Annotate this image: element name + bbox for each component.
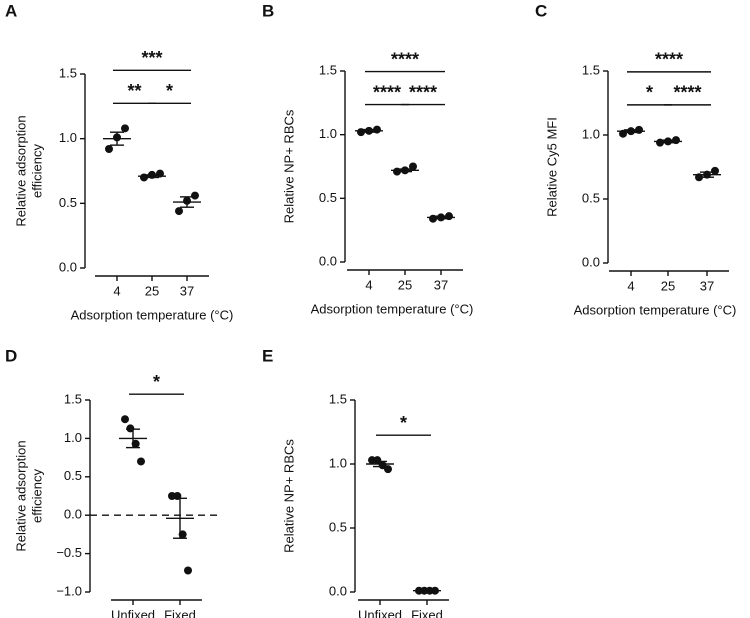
significance-label: ** <box>127 81 141 101</box>
data-point <box>121 415 129 424</box>
y-axis-label: Relative adsorption <box>13 115 28 226</box>
y-tick-label: 0.0 <box>64 507 82 522</box>
data-point <box>137 457 145 466</box>
x-tick-label: Fixed <box>164 607 196 618</box>
significance-label: **** <box>373 82 401 102</box>
x-axis-label: Adsorption temperature (°C) <box>574 302 737 317</box>
significance-label: **** <box>409 82 437 102</box>
panel-letter: A <box>5 1 17 20</box>
x-axis-label: Adsorption temperature (°C) <box>311 301 474 316</box>
x-tick-label: 37 <box>700 278 714 293</box>
y-axis-label: Relative NP+ RBCs <box>281 109 296 223</box>
data-point <box>711 166 719 175</box>
x-axis-label: Adsorption temperature (°C) <box>71 307 234 322</box>
data-point <box>184 566 192 575</box>
y-tick-label: 1.0 <box>319 126 337 141</box>
y-tick-label: 1.5 <box>59 65 77 80</box>
data-point <box>121 124 129 133</box>
data-point <box>105 145 113 154</box>
y-tick-label: 0.5 <box>319 190 337 205</box>
y-tick-label: −0.5 <box>56 545 82 560</box>
x-tick-label: Fixed <box>411 607 443 618</box>
y-axis-label: efficiency <box>29 144 44 198</box>
data-point <box>175 207 183 216</box>
y-tick-label: 1.5 <box>64 391 82 406</box>
x-tick-label: 4 <box>365 277 372 292</box>
y-tick-label: 1.0 <box>329 455 347 470</box>
y-tick-label: 0.0 <box>582 254 600 269</box>
significance-label: * <box>646 83 653 103</box>
y-tick-label: 0.0 <box>319 253 337 268</box>
y-tick-label: −1.0 <box>56 583 82 598</box>
significance-label: * <box>153 372 160 392</box>
y-tick-label: 1.0 <box>59 130 77 145</box>
x-tick-label: 25 <box>398 277 412 292</box>
x-tick-label: 37 <box>434 277 448 292</box>
y-tick-label: 0.0 <box>329 583 347 598</box>
significance-label: **** <box>655 50 683 70</box>
data-point <box>191 191 199 200</box>
y-tick-label: 0.5 <box>329 519 347 534</box>
y-tick-label: 1.5 <box>329 391 347 406</box>
y-tick-label: 0.5 <box>582 190 600 205</box>
panel-letter: C <box>535 1 547 20</box>
y-tick-label: 1.5 <box>319 62 337 77</box>
y-axis-label: Relative Cy5 MFI <box>544 117 559 217</box>
y-tick-label: 0.0 <box>59 259 77 274</box>
y-tick-label: 1.5 <box>582 62 600 77</box>
y-axis-label: efficiency <box>29 469 44 523</box>
y-axis-label: Relative NP+ RBCs <box>281 439 296 553</box>
y-tick-label: 0.5 <box>59 195 77 210</box>
panel-letter: E <box>262 346 273 365</box>
x-tick-label: 25 <box>661 278 675 293</box>
significance-label: **** <box>673 83 701 103</box>
y-axis-label: Relative adsorption <box>13 440 28 551</box>
x-tick-label: 25 <box>145 283 159 298</box>
y-tick-label: 0.5 <box>64 468 82 483</box>
significance-label: **** <box>391 49 419 69</box>
x-tick-label: 4 <box>627 278 634 293</box>
y-tick-label: 1.0 <box>64 430 82 445</box>
x-tick-label: Unfixed <box>358 607 402 618</box>
panel-letter: D <box>5 346 17 365</box>
significance-label: * <box>400 413 407 433</box>
panel-letter: B <box>262 1 274 20</box>
significance-label: *** <box>141 48 162 68</box>
x-tick-label: Unfixed <box>111 607 155 618</box>
y-tick-label: 1.0 <box>582 126 600 141</box>
x-tick-label: 4 <box>113 283 120 298</box>
x-tick-label: 37 <box>180 283 194 298</box>
significance-label: * <box>166 81 173 101</box>
